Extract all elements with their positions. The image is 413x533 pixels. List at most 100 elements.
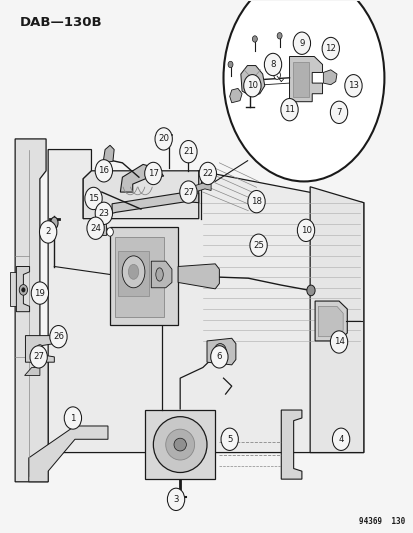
Circle shape: [95, 160, 112, 182]
Text: 19: 19: [34, 288, 45, 297]
Circle shape: [39, 221, 57, 243]
Polygon shape: [280, 410, 301, 479]
Polygon shape: [206, 338, 235, 365]
Circle shape: [221, 428, 238, 450]
Polygon shape: [118, 251, 149, 296]
Circle shape: [210, 346, 228, 368]
Circle shape: [199, 163, 216, 184]
Ellipse shape: [122, 256, 145, 288]
Circle shape: [22, 288, 25, 292]
Polygon shape: [151, 261, 171, 288]
Text: 22: 22: [202, 169, 213, 178]
Circle shape: [292, 32, 310, 54]
Text: 3: 3: [173, 495, 178, 504]
Circle shape: [323, 42, 328, 48]
Text: 15: 15: [88, 194, 99, 203]
Circle shape: [332, 428, 349, 450]
Text: 8: 8: [270, 60, 275, 69]
Circle shape: [30, 346, 47, 368]
Polygon shape: [289, 56, 322, 102]
Circle shape: [344, 75, 361, 97]
Text: 18: 18: [250, 197, 261, 206]
Circle shape: [249, 234, 267, 256]
Circle shape: [321, 37, 339, 60]
Circle shape: [306, 227, 311, 232]
Text: 14: 14: [333, 337, 344, 346]
Circle shape: [228, 61, 233, 68]
Circle shape: [297, 219, 314, 241]
Polygon shape: [240, 66, 264, 96]
Text: 94369  130: 94369 130: [358, 517, 404, 526]
Polygon shape: [145, 410, 215, 479]
Polygon shape: [191, 182, 211, 193]
Ellipse shape: [153, 417, 206, 472]
Polygon shape: [15, 139, 48, 482]
Circle shape: [87, 217, 104, 239]
Circle shape: [185, 146, 191, 154]
Circle shape: [243, 75, 261, 97]
Text: 10: 10: [246, 81, 257, 90]
Polygon shape: [17, 266, 29, 312]
Polygon shape: [178, 264, 219, 289]
Text: 11: 11: [283, 105, 294, 114]
Text: 2: 2: [45, 228, 51, 237]
Ellipse shape: [155, 268, 163, 281]
Circle shape: [167, 488, 184, 511]
Circle shape: [264, 53, 281, 76]
Circle shape: [223, 0, 384, 181]
Text: DAB—130B: DAB—130B: [19, 15, 102, 29]
Polygon shape: [93, 223, 106, 235]
Text: 17: 17: [147, 169, 159, 178]
Text: 26: 26: [53, 332, 64, 341]
Polygon shape: [292, 62, 309, 98]
Polygon shape: [112, 192, 198, 213]
Polygon shape: [24, 368, 40, 375]
Circle shape: [145, 163, 161, 184]
Polygon shape: [115, 237, 163, 317]
Text: 27: 27: [33, 352, 44, 361]
Circle shape: [154, 128, 172, 150]
Text: 12: 12: [325, 44, 335, 53]
Text: 27: 27: [183, 188, 193, 197]
Polygon shape: [323, 70, 336, 85]
Circle shape: [96, 225, 102, 232]
Text: 23: 23: [98, 209, 109, 218]
Text: 9: 9: [299, 39, 304, 48]
Circle shape: [306, 285, 314, 296]
Ellipse shape: [165, 429, 194, 460]
Polygon shape: [120, 165, 163, 192]
Text: 16: 16: [98, 166, 109, 175]
Text: 20: 20: [158, 134, 169, 143]
Text: 7: 7: [335, 108, 341, 117]
Polygon shape: [110, 227, 178, 325]
Circle shape: [64, 407, 81, 429]
Circle shape: [19, 285, 27, 295]
Polygon shape: [83, 171, 198, 219]
Circle shape: [304, 223, 313, 236]
Circle shape: [276, 33, 281, 39]
Ellipse shape: [50, 217, 58, 229]
Polygon shape: [309, 187, 363, 453]
Polygon shape: [25, 336, 54, 362]
Circle shape: [95, 202, 112, 224]
Text: 24: 24: [90, 224, 101, 233]
Text: 6: 6: [216, 352, 222, 361]
Ellipse shape: [128, 264, 138, 279]
Circle shape: [330, 101, 347, 124]
Polygon shape: [10, 272, 19, 306]
Circle shape: [31, 282, 48, 304]
Text: 1: 1: [70, 414, 76, 423]
Circle shape: [179, 181, 197, 203]
Circle shape: [36, 345, 43, 353]
Circle shape: [273, 71, 280, 79]
Text: 10: 10: [300, 226, 311, 235]
Polygon shape: [28, 426, 108, 482]
Ellipse shape: [173, 438, 186, 451]
Text: 21: 21: [183, 147, 193, 156]
Circle shape: [252, 36, 257, 42]
Polygon shape: [48, 150, 363, 453]
Circle shape: [330, 331, 347, 353]
Circle shape: [85, 187, 102, 209]
Circle shape: [247, 190, 265, 213]
Circle shape: [214, 344, 226, 360]
